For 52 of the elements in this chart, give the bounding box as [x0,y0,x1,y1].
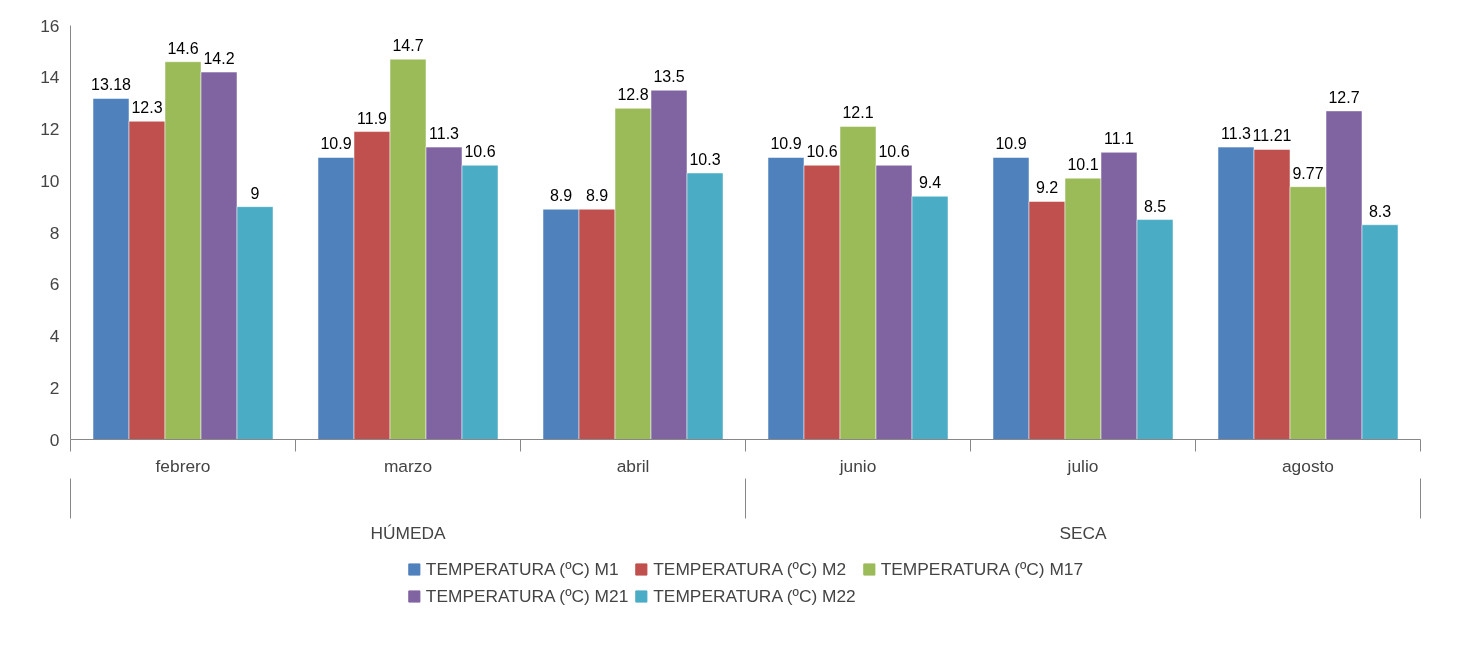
data-label: 8.9 [549,187,573,205]
data-label: 14.6 [167,39,199,57]
data-label: 12.8 [617,86,649,104]
data-label: 11.3 [429,125,460,143]
data-label: 13.18 [90,76,132,94]
data-label: 9.77 [1292,164,1324,182]
data-label: 10.6 [806,143,838,161]
data-label: 9 [250,184,260,202]
data-label: 10.9 [770,135,802,153]
x-tick-label: abril [616,455,650,476]
data-label: 8.3 [1368,202,1392,220]
data-label: 11.3 [1221,125,1252,143]
y-tick-label: 8 [49,222,60,243]
data-label: 12.7 [1328,88,1360,106]
y-tick-label: 16 [40,15,60,36]
data-label: 9.4 [918,174,942,192]
data-label: 12.1 [842,104,874,122]
text: HÚMEDA [370,522,446,543]
legend-label: TEMPERATURA (ºC) M1 [425,558,619,580]
y-tick-label: 6 [49,274,60,295]
data-label: 11.9 [357,109,388,127]
y-tick-label: 10 [40,170,60,191]
x-tick-label: agosto [1281,455,1335,476]
legend-label: TEMPERATURA (ºC) M2 [653,558,847,580]
data-label: 9.2 [1035,179,1059,197]
data-label: 10.9 [320,135,352,153]
data-label: 14.2 [203,50,235,68]
x-tick-label: junio [838,455,877,476]
data-label: 13.5 [653,68,685,86]
data-label: 14.7 [392,37,424,55]
data-label: 10.1 [1067,156,1099,174]
data-label: 12.3 [131,99,163,117]
data-label: 8.9 [585,187,609,205]
data-label: 10.3 [689,150,721,168]
y-tick-label: 12 [40,119,60,139]
data-label: 11.1 [1104,130,1135,148]
legend-label: TEMPERATURA (ºC) M22 [653,585,856,607]
data-label: 10.9 [995,135,1027,153]
legend-label: TEMPERATURA (ºC) M21 [425,585,629,607]
data-label: 10.6 [878,143,910,161]
data-label: 10.6 [464,143,496,161]
y-tick-label: 2 [49,377,60,398]
legend-label: TEMPERATURA (ºC) M17 [880,558,1084,580]
text: SECA [1059,522,1108,543]
x-tick-label: febrero [155,455,211,476]
data-label: 11.21 [1252,127,1292,145]
x-tick-label: marzo [383,455,433,476]
data-label: 8.5 [1143,197,1167,215]
y-tick-label: 0 [49,429,60,450]
x-tick-label: julio [1066,455,1099,476]
y-tick-label: 4 [49,326,60,346]
y-tick-label: 14 [40,67,60,88]
